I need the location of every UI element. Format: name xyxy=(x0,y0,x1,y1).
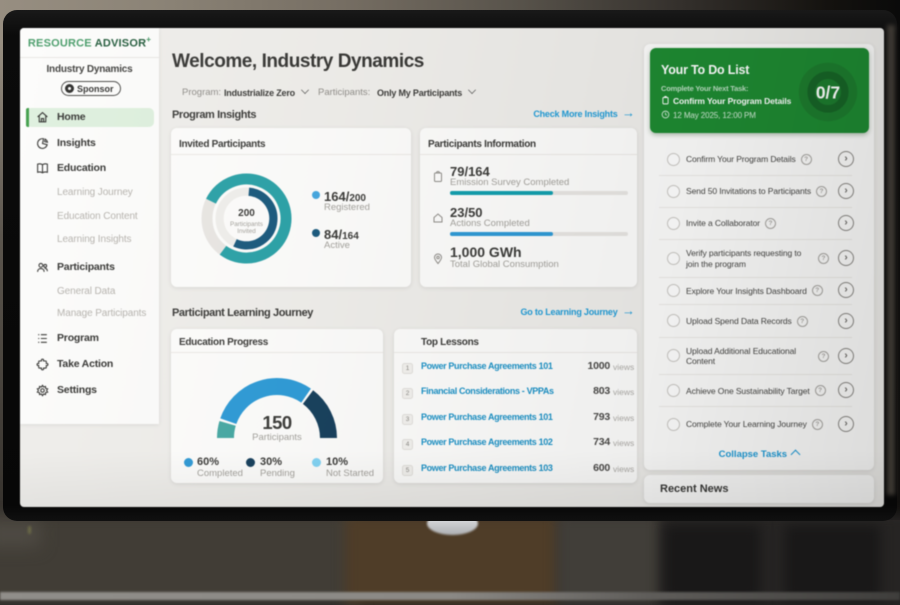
svg-text:200: 200 xyxy=(238,208,255,219)
svg-text:Invited: Invited xyxy=(237,228,256,235)
svg-text:Participants: Participants xyxy=(230,221,263,228)
svg-text:0/7: 0/7 xyxy=(816,83,840,103)
